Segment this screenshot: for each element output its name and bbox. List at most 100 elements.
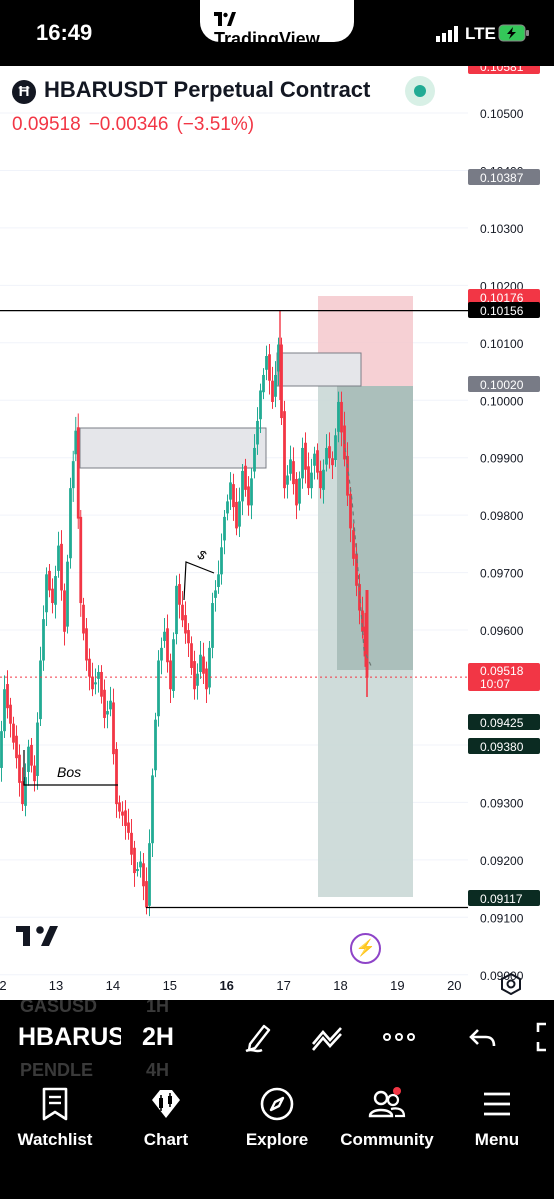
market-status-icon[interactable] — [405, 76, 435, 106]
price-chart[interactable]: Bos $ 0.105000.104000.103000.102000.10100… — [0, 66, 554, 1000]
tab-watchlist[interactable]: Watchlist — [0, 1086, 110, 1150]
tab-community[interactable]: Community — [332, 1086, 442, 1150]
ghost-symbol-below: PENDLE — [20, 1060, 94, 1078]
candle-body — [361, 610, 364, 632]
candle-body — [45, 574, 48, 613]
price-tick-label: 0.09800 — [480, 509, 524, 523]
drawing-tools-icon[interactable] — [310, 1020, 344, 1054]
tab-menu[interactable]: Menu — [442, 1086, 552, 1150]
price-tick-label: 0.09200 — [480, 854, 524, 868]
tradingview-name: TradingView — [214, 29, 320, 49]
price-tick-label: 0.10300 — [480, 222, 524, 236]
candle-body — [39, 660, 42, 720]
time-axis: 2 13 14 15 16 17 18 19 20 — [0, 978, 462, 993]
price-label-badge — [468, 289, 540, 305]
candle-body — [160, 647, 163, 661]
candle-body — [211, 603, 214, 648]
price-tick-label: 0.10100 — [480, 337, 524, 351]
candle-body — [268, 354, 271, 381]
symbol-logo-icon: Ħ — [12, 80, 36, 104]
candle-body — [274, 374, 277, 397]
candle-body — [202, 656, 205, 674]
lightning-icon[interactable]: ⚡ — [350, 933, 381, 964]
candle-body — [358, 584, 361, 611]
candle-body — [253, 447, 256, 472]
tab-label: Menu — [474, 1130, 520, 1149]
market-open-dot — [414, 85, 426, 97]
price-label-text: 0.09117 — [480, 892, 523, 906]
candle-body — [163, 631, 166, 641]
candle-body — [208, 647, 211, 688]
candle-body — [334, 435, 337, 460]
symbol-title[interactable]: HBARUSDT Perpetual Contract — [44, 77, 371, 102]
candle-body — [166, 628, 169, 663]
candle-body — [322, 469, 325, 490]
chart-settings-icon[interactable] — [500, 973, 522, 995]
candle-body — [36, 722, 39, 776]
candle-body — [232, 484, 235, 508]
candle-body — [97, 671, 100, 679]
candle-body — [169, 660, 172, 690]
candle-body — [124, 810, 127, 826]
status-time: 16:49 — [36, 20, 93, 45]
tradingview-logo-icon — [214, 12, 236, 27]
candle-body — [109, 700, 112, 710]
candle-body — [328, 446, 331, 459]
candle-body — [247, 486, 250, 506]
bottom-tab-bar: Watchlist Chart Explore Community Menu — [0, 1078, 554, 1199]
filled-profit-zone — [337, 386, 413, 670]
fullscreen-icon[interactable] — [534, 1020, 554, 1054]
undo-icon[interactable] — [466, 1020, 500, 1054]
candle-body — [220, 547, 223, 575]
tab-label: Community — [340, 1130, 434, 1149]
symbol-selector[interactable]: HBARUSDT — [18, 1023, 121, 1051]
price-label-text: 0.10176 — [480, 291, 524, 305]
price-label-badge — [468, 714, 540, 730]
candle-body — [74, 430, 78, 455]
price-label-badge — [468, 169, 540, 185]
candle-body — [337, 401, 340, 432]
time-tick-label: 16 — [219, 978, 233, 993]
tab-explore[interactable]: Explore — [222, 1086, 332, 1150]
network-label: LTE — [465, 24, 496, 43]
signal-icon — [436, 26, 458, 42]
price-label-text: 0.10581 — [480, 66, 524, 74]
time-tick-label: 17 — [276, 978, 290, 993]
tradingview-banner: TradingView — [200, 0, 354, 49]
candle-body — [60, 543, 63, 591]
candle-body — [63, 590, 66, 632]
candle-body — [21, 781, 24, 805]
bos-label: Bos — [57, 764, 81, 780]
candles — [0, 310, 369, 917]
tab-label: Explore — [245, 1130, 309, 1149]
tab-chart[interactable]: Chart — [111, 1086, 221, 1150]
candle-body — [106, 711, 109, 715]
tradingview-watermark-icon — [16, 926, 58, 946]
time-tick-label: 19 — [390, 978, 404, 993]
candle-body — [27, 746, 30, 772]
price-tick-label: 0.10500 — [480, 107, 524, 121]
compass-icon — [260, 1087, 294, 1121]
candle-body — [76, 427, 80, 519]
pen-icon[interactable] — [242, 1020, 276, 1054]
price-tick-label: 0.09000 — [480, 969, 524, 983]
candle-body — [57, 545, 60, 571]
candle-body — [196, 673, 199, 686]
candle-body — [307, 466, 310, 489]
candle-body — [100, 671, 103, 697]
price-label-badge — [468, 738, 540, 754]
candle-body — [94, 682, 97, 685]
candle-body — [48, 570, 51, 591]
candle-body — [289, 459, 292, 474]
candle-body — [24, 777, 27, 806]
price-tick-label: 0.09300 — [480, 796, 524, 810]
more-icon[interactable] — [382, 1020, 416, 1054]
candle-body — [295, 478, 298, 506]
candle-body — [157, 660, 160, 717]
position-zones — [79, 296, 413, 897]
ghost-interval-below: 4H — [146, 1060, 170, 1078]
candle-body — [199, 654, 202, 672]
interval-selector[interactable]: 2H — [142, 1023, 174, 1051]
candle-body — [223, 516, 226, 541]
